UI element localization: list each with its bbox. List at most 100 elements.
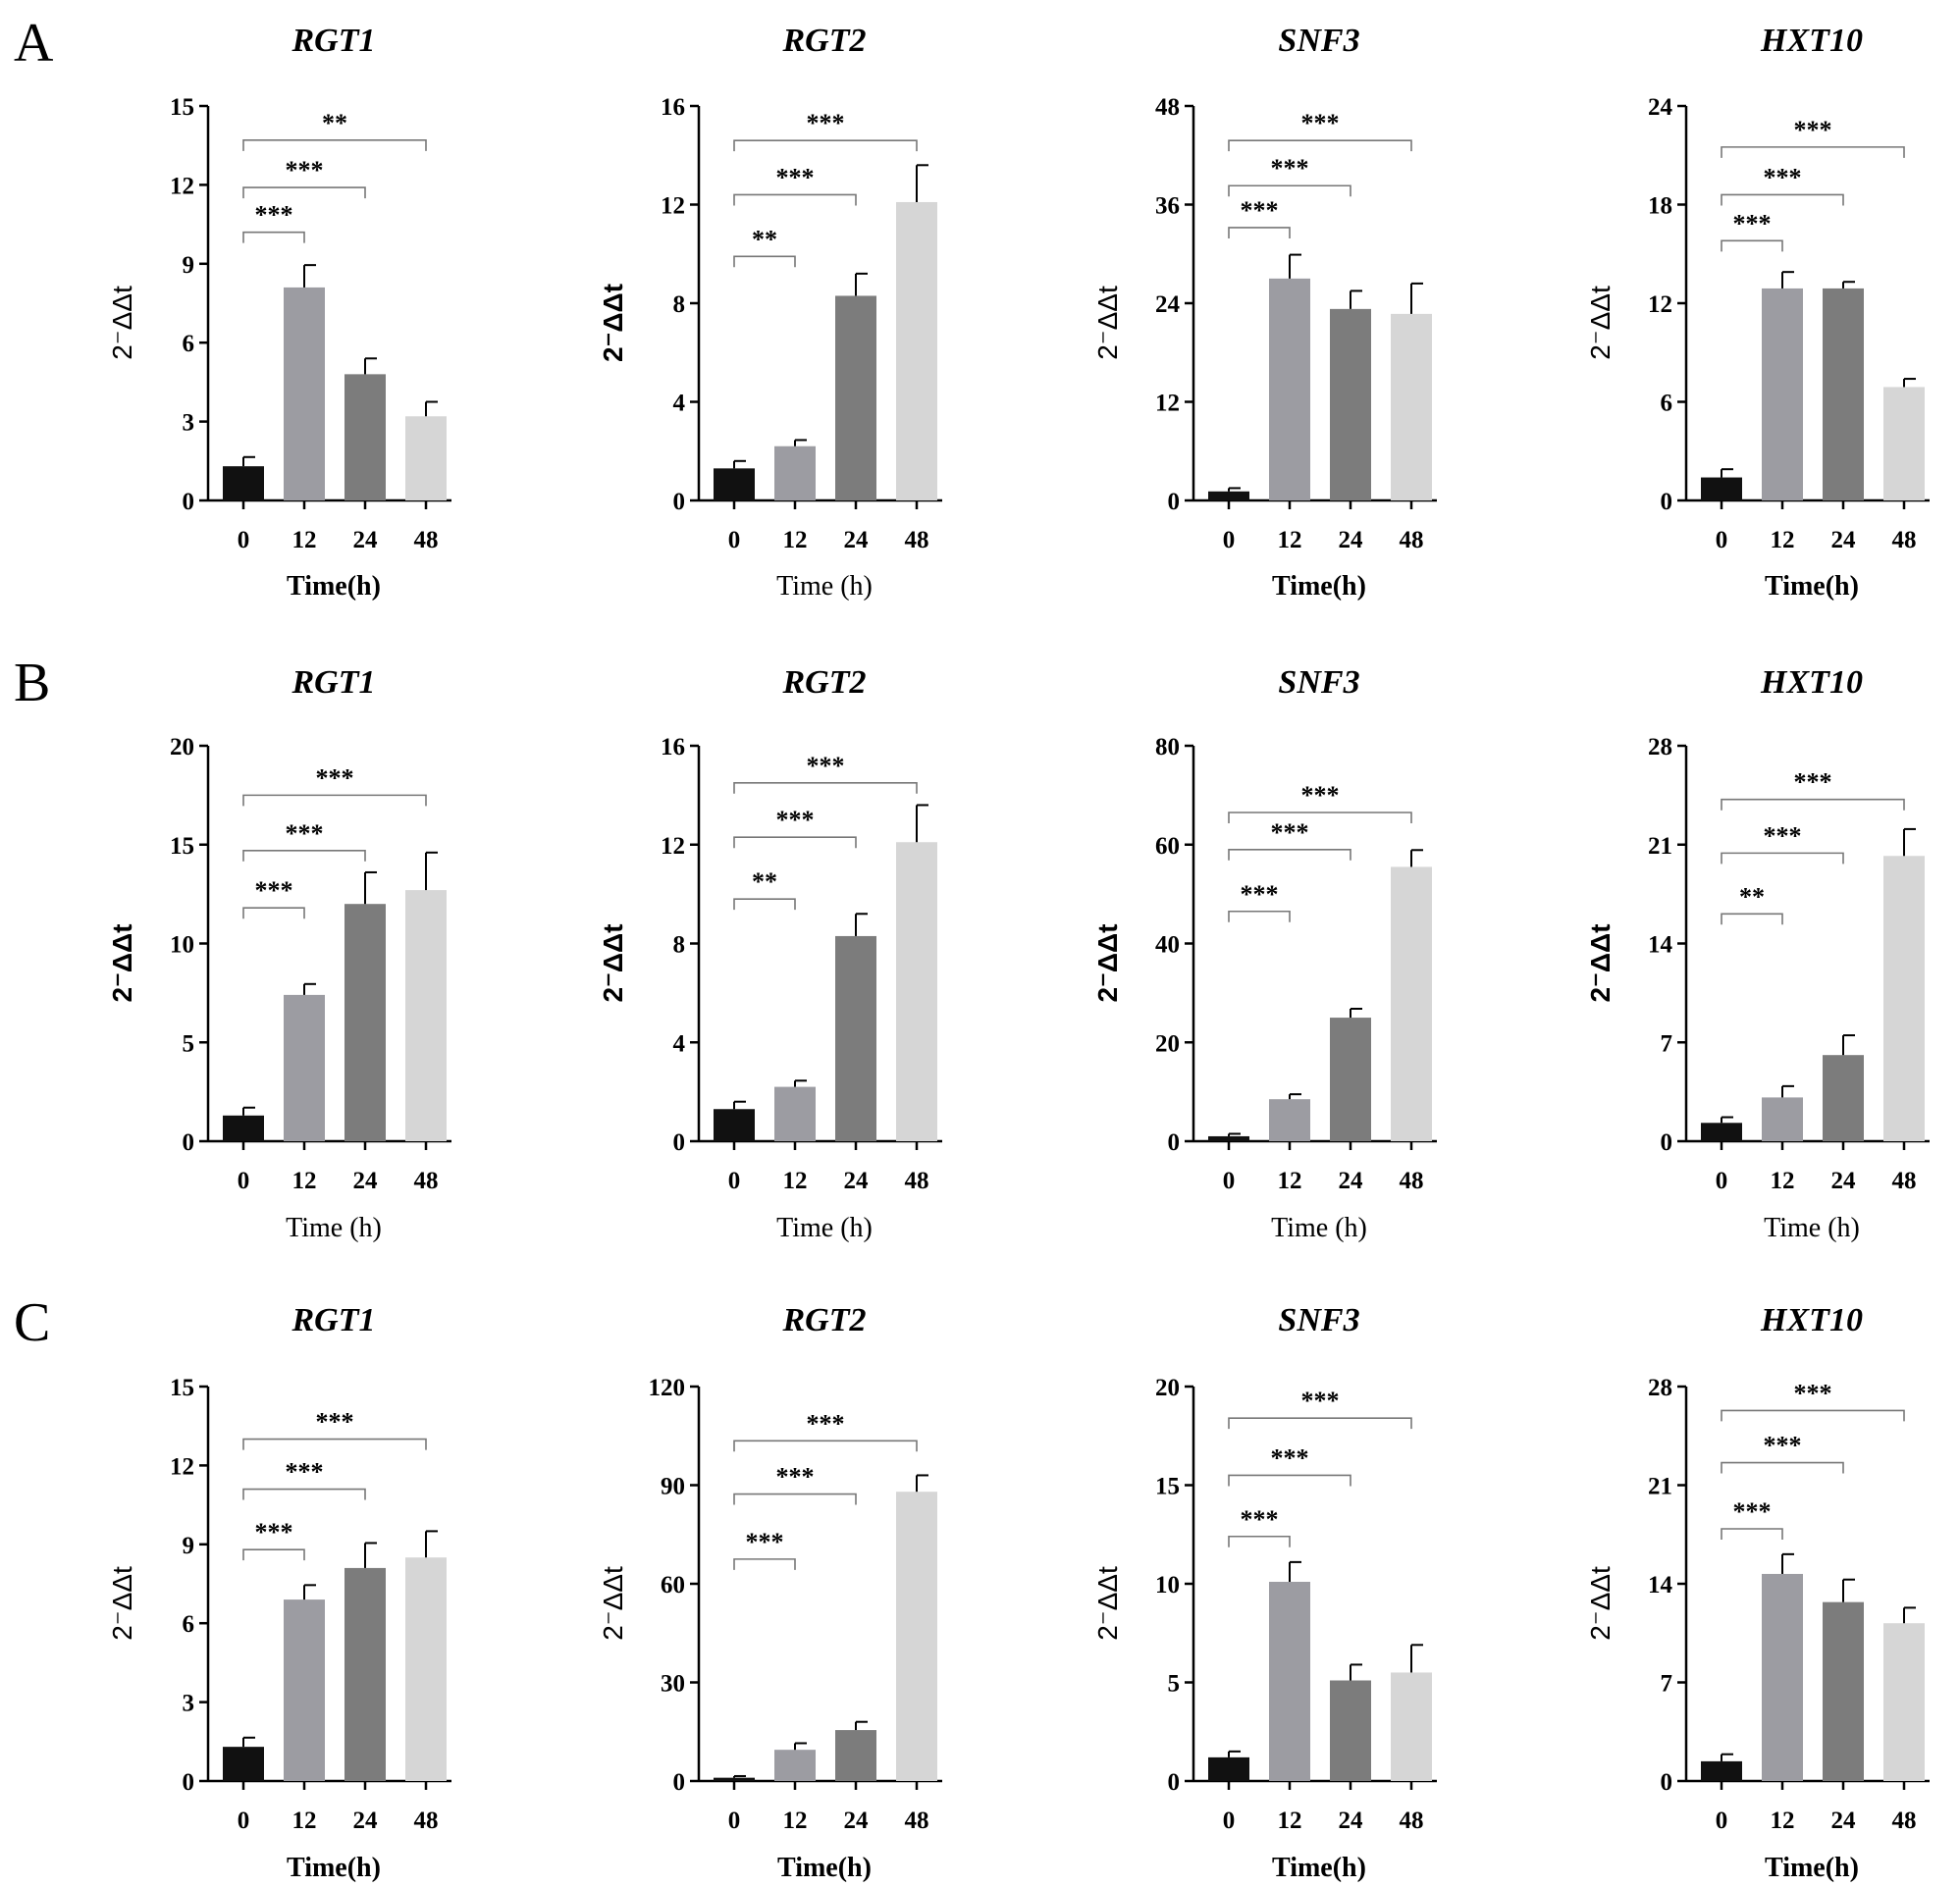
panel-letter-c: C (14, 1292, 50, 1353)
significance-bracket (242, 186, 366, 199)
y-tick-label: 4 (673, 391, 686, 417)
significance-label: ** (752, 867, 777, 896)
x-tick-label: 0 (728, 1168, 741, 1194)
y-tick-label: 12 (1155, 391, 1180, 417)
significance-bracket (242, 1488, 366, 1500)
y-tick-label: 10 (1155, 1572, 1180, 1599)
y-tick-label: 10 (170, 932, 194, 959)
bar-t48 (405, 416, 447, 500)
significance-label: *** (807, 752, 845, 780)
chart-b-snf3: SNF3 0 20 40 60 80 2⁻ΔΔt 0 12 24 48 Time (h) *** *** *… (1092, 664, 1437, 1243)
x-axis-label: Time(h) (1765, 571, 1859, 602)
y-tick-label: 9 (183, 1533, 195, 1559)
significance-label: *** (1733, 1497, 1772, 1526)
x-tick-label: 48 (1892, 1808, 1917, 1834)
y-tick-label: 12 (1648, 291, 1672, 318)
significance-label: *** (316, 1408, 354, 1437)
bar-t0 (223, 1747, 264, 1781)
x-tick-label: 48 (414, 527, 439, 553)
y-tick-label: 0 (183, 1769, 195, 1796)
y-tick-label: 60 (661, 1572, 685, 1599)
chart-title: RGT2 (782, 23, 867, 59)
x-tick-label: 0 (238, 1808, 250, 1834)
y-axis-label: 2⁻ΔΔt (107, 1566, 137, 1641)
y-tick-label: 4 (673, 1030, 686, 1057)
significance-label: *** (286, 156, 324, 184)
y-tick-label: 36 (1155, 193, 1180, 220)
significance-bracket (1721, 146, 1905, 158)
chart-a-hxt10: HXT10 0 6 12 18 24 2⁻ΔΔt 0 12 24 48 Time(h) *** *** **… (1585, 23, 1930, 602)
significance-label: ** (1739, 882, 1765, 911)
significance-bracket (242, 231, 305, 243)
x-tick-label: 12 (1771, 1808, 1795, 1834)
significance-label: *** (1241, 1505, 1279, 1534)
x-tick-label: 12 (783, 1168, 808, 1194)
y-tick-label: 6 (1661, 391, 1673, 417)
significance-label: *** (1271, 1443, 1309, 1472)
y-axis-label: 2⁻ΔΔt (1092, 286, 1123, 360)
significance-bracket (1228, 139, 1412, 152)
x-tick-label: 24 (353, 1168, 379, 1194)
y-tick-label: 48 (1155, 94, 1180, 121)
y-tick-label: 12 (170, 173, 194, 199)
significance-bracket (242, 1438, 427, 1450)
significance-bracket (1721, 1409, 1905, 1422)
x-tick-label: 24 (844, 527, 870, 553)
x-axis-label: Time (h) (776, 1213, 873, 1243)
significance-label: *** (1794, 116, 1832, 144)
significance-bracket (1228, 227, 1291, 238)
y-axis-label: 2⁻ΔΔt (1092, 924, 1123, 1003)
y-tick-label: 15 (170, 94, 194, 121)
x-axis-label: Time (h) (776, 571, 873, 602)
bar-t0 (223, 1115, 264, 1141)
bar-t48 (1391, 313, 1432, 500)
y-tick-label: 16 (661, 734, 685, 760)
bar-t48 (405, 1557, 447, 1781)
x-tick-label: 48 (1400, 1168, 1424, 1194)
x-tick-label: 24 (353, 1808, 379, 1834)
significance-label: *** (255, 876, 293, 905)
bar-t48 (405, 890, 447, 1141)
significance-label: *** (1301, 1387, 1340, 1415)
significance-bracket (733, 255, 796, 268)
significance-label: *** (255, 201, 293, 230)
significance-bracket (1721, 798, 1905, 811)
y-axis-label: 2⁻ΔΔt (598, 1566, 628, 1641)
x-tick-label: 12 (1278, 1168, 1302, 1194)
significance-label: *** (286, 819, 324, 848)
bar-t48 (1391, 866, 1432, 1141)
chart-title: SNF3 (1278, 1302, 1359, 1338)
bar-t12 (1762, 1097, 1803, 1141)
y-tick-label: 30 (661, 1671, 685, 1698)
y-tick-label: 0 (1168, 1129, 1181, 1156)
y-tick-label: 24 (1648, 94, 1673, 121)
significance-bracket (1721, 1461, 1844, 1474)
x-tick-label: 0 (1716, 1168, 1728, 1194)
significance-label: ** (752, 225, 777, 253)
x-tick-label: 12 (292, 1168, 317, 1194)
y-axis-label: 2⁻ΔΔt (1585, 924, 1616, 1003)
x-tick-label: 12 (1278, 527, 1302, 553)
bar-t48 (896, 1492, 937, 1781)
y-axis-label: 2⁻ΔΔt (1092, 1566, 1123, 1641)
x-tick-label: 48 (1400, 1808, 1424, 1834)
significance-label: *** (776, 806, 815, 834)
x-tick-label: 24 (1831, 1168, 1857, 1194)
x-tick-label: 12 (783, 1808, 808, 1834)
y-tick-label: 0 (183, 1129, 195, 1156)
bar-t12 (284, 287, 325, 500)
y-axis-label: 2⁻ΔΔt (1585, 286, 1616, 360)
x-axis-label: Time (h) (286, 1213, 382, 1243)
x-tick-label: 0 (1223, 1808, 1236, 1834)
significance-bracket (733, 898, 796, 911)
y-tick-label: 0 (1661, 1769, 1673, 1796)
y-tick-label: 0 (1661, 489, 1673, 515)
x-axis-label: Time(h) (287, 571, 381, 602)
bar-t24 (1330, 1680, 1371, 1781)
x-tick-label: 24 (1831, 527, 1857, 553)
x-tick-label: 0 (238, 1168, 250, 1194)
